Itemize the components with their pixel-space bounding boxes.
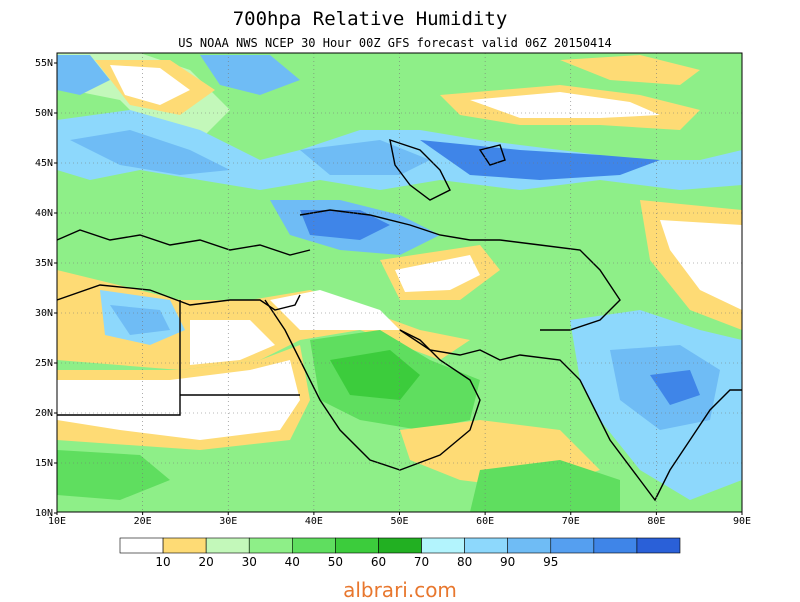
lat-label: 50N (35, 108, 53, 119)
legend-swatch (636, 537, 681, 554)
map-subtitle: US NOAA NWS NCEP 30 Hour 00Z GFS forecas… (178, 36, 612, 50)
legend-label: 70 (413, 555, 430, 569)
lat-label: 30N (35, 308, 53, 319)
longitude-labels: 10E 20E 30E 40E 50E 60E 70E 80E 90E (48, 512, 751, 527)
lat-label: 10N (35, 508, 53, 519)
legend-swatch (292, 537, 336, 554)
legend-label: 20 (198, 555, 214, 569)
lat-label: 45N (35, 158, 53, 169)
graticule (57, 53, 742, 512)
legend-label: 10 (155, 555, 171, 569)
lat-label: 35N (35, 258, 53, 269)
lat-label: 55N (35, 58, 53, 69)
legend-swatch (335, 537, 379, 554)
legend-swatch (162, 537, 207, 554)
lat-label: 25N (35, 358, 53, 369)
color-legend (119, 537, 681, 554)
lon-label: 20E (134, 516, 152, 527)
legend-swatch (421, 537, 465, 554)
lon-label: 80E (647, 516, 665, 527)
legend-label: 40 (284, 555, 300, 569)
legend-swatch (119, 537, 164, 554)
legend-label: 80 (456, 555, 473, 569)
legend-label: 30 (241, 555, 257, 569)
lat-label: 15N (35, 458, 53, 469)
lon-label: 50E (390, 516, 408, 527)
legend-swatch (507, 537, 552, 554)
legend-swatch (464, 537, 508, 554)
legend-swatch (550, 537, 595, 554)
legend-label: 50 (327, 555, 344, 569)
lat-label: 20N (35, 408, 53, 419)
legend-label: 60 (370, 555, 387, 569)
legend-swatch (593, 537, 638, 554)
legend-swatch (378, 537, 422, 554)
legend-swatch (205, 537, 250, 554)
lon-label: 70E (562, 516, 580, 527)
watermark: albrari.com (343, 578, 457, 602)
lon-label: 10E (48, 516, 66, 527)
legend-label: 95 (543, 555, 559, 569)
legend-swatch (248, 537, 293, 554)
lon-label: 90E (733, 516, 751, 527)
map-title: 700hpa Relative Humidity (232, 8, 508, 30)
lon-label: 60E (476, 516, 494, 527)
latitude-labels: 55N 50N 45N 40N 35N 30N 25N 20N 15N 10N (35, 58, 57, 519)
lon-label: 30E (219, 516, 237, 527)
lon-label: 40E (305, 516, 323, 527)
coastlines (57, 138, 742, 502)
legend-label: 90 (500, 555, 516, 569)
lat-label: 40N (35, 208, 53, 219)
